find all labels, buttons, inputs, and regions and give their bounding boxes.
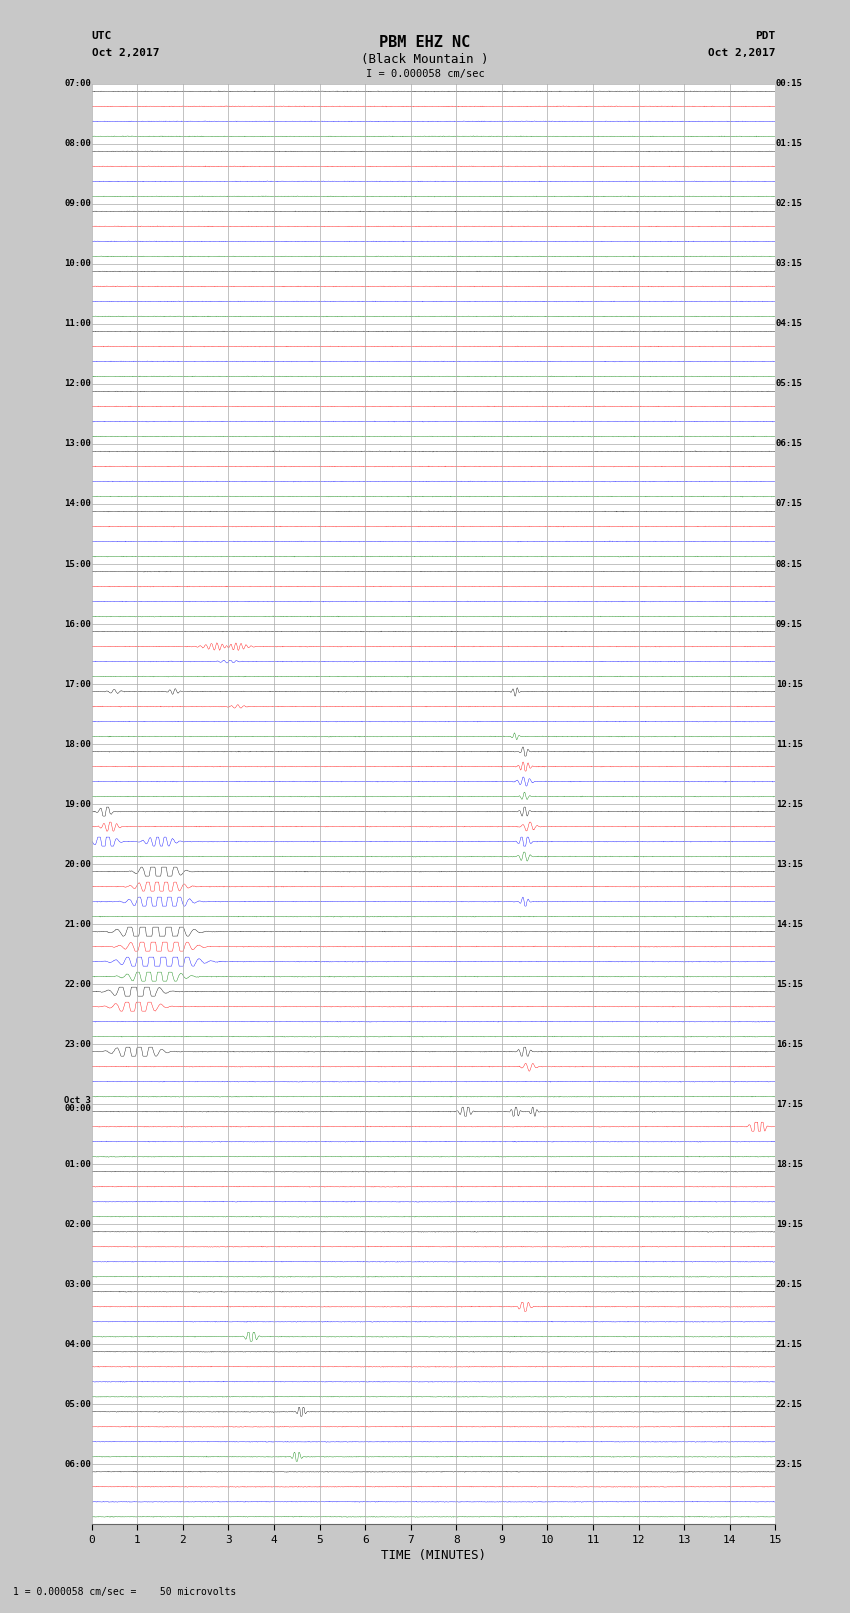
Text: 04:00: 04:00 (65, 1340, 91, 1348)
Text: 18:15: 18:15 (776, 1160, 802, 1169)
Text: 08:15: 08:15 (776, 560, 802, 568)
Text: 13:00: 13:00 (65, 439, 91, 448)
Text: 03:00: 03:00 (65, 1279, 91, 1289)
Text: 00:15: 00:15 (776, 79, 802, 89)
Text: 22:15: 22:15 (776, 1400, 802, 1408)
Text: 20:15: 20:15 (776, 1279, 802, 1289)
Text: Oct 3
00:00: Oct 3 00:00 (65, 1095, 91, 1113)
Text: 18:00: 18:00 (65, 740, 91, 748)
Text: 14:00: 14:00 (65, 500, 91, 508)
Text: PBM EHZ NC: PBM EHZ NC (379, 35, 471, 50)
Text: 02:15: 02:15 (776, 200, 802, 208)
Text: 15:00: 15:00 (65, 560, 91, 568)
Text: 10:15: 10:15 (776, 679, 802, 689)
Text: 12:15: 12:15 (776, 800, 802, 808)
Text: 10:00: 10:00 (65, 260, 91, 268)
Text: 19:00: 19:00 (65, 800, 91, 808)
Text: 03:15: 03:15 (776, 260, 802, 268)
Text: 17:15: 17:15 (776, 1100, 802, 1108)
Text: Oct 2,2017: Oct 2,2017 (708, 48, 775, 58)
Text: 01:15: 01:15 (776, 139, 802, 148)
Text: 23:15: 23:15 (776, 1460, 802, 1469)
Text: 14:15: 14:15 (776, 919, 802, 929)
Text: 05:15: 05:15 (776, 379, 802, 389)
Text: 08:00: 08:00 (65, 139, 91, 148)
Text: 16:15: 16:15 (776, 1040, 802, 1048)
Text: UTC: UTC (92, 31, 112, 40)
Text: 21:15: 21:15 (776, 1340, 802, 1348)
Text: 20:00: 20:00 (65, 860, 91, 868)
Text: 17:00: 17:00 (65, 679, 91, 689)
Text: 06:00: 06:00 (65, 1460, 91, 1469)
Text: 07:15: 07:15 (776, 500, 802, 508)
Text: 16:00: 16:00 (65, 619, 91, 629)
Text: 01:00: 01:00 (65, 1160, 91, 1169)
Text: 09:00: 09:00 (65, 200, 91, 208)
Text: 06:15: 06:15 (776, 439, 802, 448)
Text: I = 0.000058 cm/sec: I = 0.000058 cm/sec (366, 69, 484, 79)
Text: 02:00: 02:00 (65, 1219, 91, 1229)
Text: 09:15: 09:15 (776, 619, 802, 629)
Text: 21:00: 21:00 (65, 919, 91, 929)
Text: 11:15: 11:15 (776, 740, 802, 748)
X-axis label: TIME (MINUTES): TIME (MINUTES) (381, 1548, 486, 1561)
Text: 23:00: 23:00 (65, 1040, 91, 1048)
Text: 12:00: 12:00 (65, 379, 91, 389)
Text: 04:15: 04:15 (776, 319, 802, 329)
Text: 07:00: 07:00 (65, 79, 91, 89)
Text: 11:00: 11:00 (65, 319, 91, 329)
Text: Oct 2,2017: Oct 2,2017 (92, 48, 159, 58)
Text: 1 = 0.000058 cm/sec =    50 microvolts: 1 = 0.000058 cm/sec = 50 microvolts (13, 1587, 236, 1597)
Text: 19:15: 19:15 (776, 1219, 802, 1229)
Text: 22:00: 22:00 (65, 979, 91, 989)
Text: 13:15: 13:15 (776, 860, 802, 868)
Text: PDT: PDT (755, 31, 775, 40)
Text: 15:15: 15:15 (776, 979, 802, 989)
Text: (Black Mountain ): (Black Mountain ) (361, 53, 489, 66)
Text: 05:00: 05:00 (65, 1400, 91, 1408)
